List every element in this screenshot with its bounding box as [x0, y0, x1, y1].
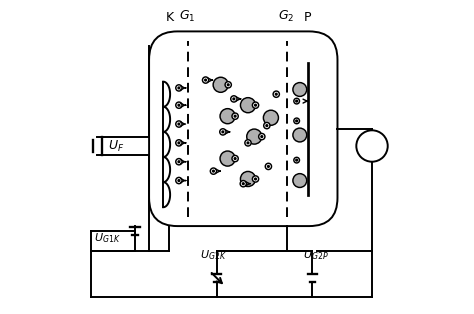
Circle shape: [176, 140, 182, 146]
Circle shape: [240, 98, 255, 113]
Circle shape: [176, 121, 182, 127]
Circle shape: [293, 83, 307, 96]
Circle shape: [264, 122, 270, 129]
Circle shape: [176, 177, 182, 184]
Circle shape: [245, 140, 251, 146]
Text: $I_P$: $I_P$: [367, 139, 377, 153]
Circle shape: [178, 87, 180, 89]
Circle shape: [213, 77, 228, 92]
Circle shape: [233, 98, 235, 100]
Circle shape: [220, 151, 235, 166]
Circle shape: [296, 159, 298, 161]
Text: K: K: [165, 11, 173, 24]
Circle shape: [273, 91, 279, 97]
Circle shape: [294, 98, 300, 104]
Text: $U_{G2P}$: $U_{G2P}$: [302, 248, 328, 262]
Circle shape: [240, 171, 255, 187]
Text: P: P: [304, 11, 311, 24]
Text: $G_2$: $G_2$: [277, 8, 294, 24]
Circle shape: [176, 102, 182, 108]
Circle shape: [247, 142, 249, 144]
Circle shape: [176, 85, 182, 91]
Circle shape: [294, 118, 300, 124]
Circle shape: [228, 84, 229, 86]
Circle shape: [293, 128, 307, 142]
Circle shape: [176, 159, 182, 165]
Circle shape: [240, 181, 246, 187]
Circle shape: [202, 77, 209, 83]
Circle shape: [242, 183, 244, 185]
Circle shape: [296, 100, 298, 102]
Circle shape: [210, 168, 217, 174]
Circle shape: [296, 120, 298, 122]
Circle shape: [178, 104, 180, 106]
Text: $U_{G2K}$: $U_{G2K}$: [200, 248, 227, 262]
Circle shape: [267, 165, 269, 167]
Circle shape: [255, 104, 256, 106]
Circle shape: [212, 170, 214, 172]
FancyBboxPatch shape: [149, 31, 337, 226]
Circle shape: [294, 157, 300, 163]
Circle shape: [178, 161, 180, 163]
Text: $U_F$: $U_F$: [108, 138, 125, 154]
Circle shape: [231, 96, 237, 102]
Circle shape: [178, 180, 180, 181]
Circle shape: [255, 178, 256, 180]
Circle shape: [232, 113, 238, 119]
Circle shape: [232, 155, 238, 162]
Circle shape: [293, 174, 307, 187]
Circle shape: [265, 163, 272, 170]
Circle shape: [234, 115, 236, 117]
Circle shape: [225, 82, 231, 88]
Circle shape: [234, 158, 236, 160]
Circle shape: [264, 110, 278, 125]
Circle shape: [247, 129, 262, 144]
Circle shape: [220, 109, 235, 124]
Text: $U_{G1K}$: $U_{G1K}$: [94, 231, 121, 245]
Circle shape: [205, 79, 207, 81]
Circle shape: [275, 93, 277, 95]
Text: $G_1$: $G_1$: [179, 8, 195, 24]
Circle shape: [220, 129, 226, 135]
Circle shape: [222, 131, 224, 133]
Circle shape: [178, 123, 180, 125]
Circle shape: [356, 130, 388, 162]
Circle shape: [259, 133, 265, 140]
Circle shape: [261, 136, 263, 138]
Circle shape: [252, 102, 259, 108]
Circle shape: [252, 176, 259, 182]
Circle shape: [178, 142, 180, 144]
Circle shape: [266, 125, 268, 127]
